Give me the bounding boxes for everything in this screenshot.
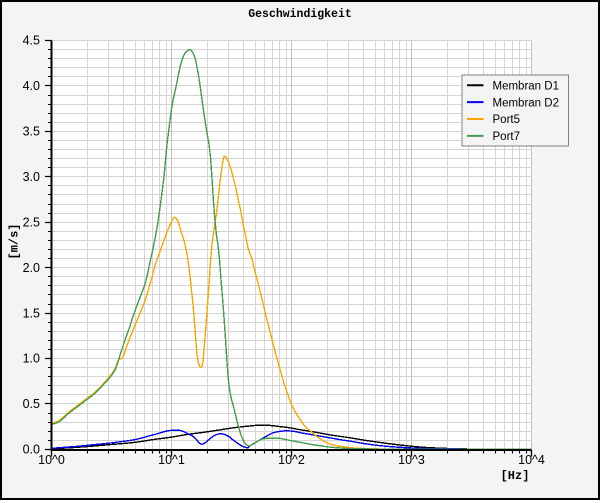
svg-text:Membran D2: Membran D2: [493, 97, 559, 109]
svg-text:1.5: 1.5: [23, 306, 40, 320]
svg-text:2.5: 2.5: [23, 215, 40, 229]
svg-text:10^1: 10^1: [158, 453, 185, 467]
svg-text:Port7: Port7: [493, 131, 521, 143]
svg-text:10^0: 10^0: [38, 453, 65, 467]
svg-text:10^4: 10^4: [518, 453, 545, 467]
svg-text:0.0: 0.0: [23, 443, 40, 457]
svg-text:Geschwindigkeit: Geschwindigkeit: [248, 8, 352, 21]
svg-text:2.0: 2.0: [23, 261, 40, 275]
svg-text:10^3: 10^3: [398, 453, 425, 467]
svg-text:10^2: 10^2: [278, 453, 305, 467]
svg-text:Membran D1: Membran D1: [493, 80, 559, 92]
svg-text:3.0: 3.0: [23, 170, 40, 184]
svg-text:Port5: Port5: [493, 114, 521, 126]
svg-text:[Hz]: [Hz]: [501, 469, 530, 483]
svg-text:1.0: 1.0: [23, 352, 40, 366]
svg-text:0.5: 0.5: [23, 397, 40, 411]
svg-text:4.0: 4.0: [23, 79, 40, 93]
svg-text:[m/s]: [m/s]: [8, 223, 22, 259]
svg-text:3.5: 3.5: [23, 125, 40, 139]
svg-text:4.5: 4.5: [23, 34, 40, 48]
